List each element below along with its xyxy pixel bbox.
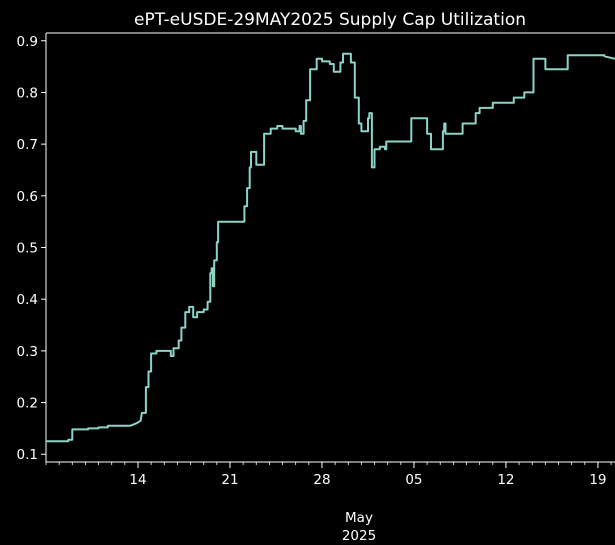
y-tick-label: 0.7 — [17, 137, 38, 153]
x-tick-label: 21 — [221, 472, 238, 488]
chart-axes: 0.1 0.2 0.3 0.4 0.5 0.6 0.7 0.8 0.9 14 21 28 05 12 19 — [17, 32, 615, 488]
series-line-utilization — [46, 52, 615, 443]
x-tick-label: 19 — [589, 472, 606, 488]
x-tick-label: 12 — [497, 472, 514, 488]
y-tick-label: 0.3 — [17, 344, 38, 360]
y-tick-label: 0.4 — [17, 292, 38, 308]
chart-title: ePT-eUSDE-29MAY2025 Supply Cap Utilizati… — [134, 10, 526, 30]
x-tick-label: 14 — [129, 472, 146, 488]
x-axis-month-label: May — [345, 510, 373, 526]
plot-area — [46, 52, 615, 443]
x-tick-label: 05 — [405, 472, 422, 488]
y-tick-label: 0.9 — [17, 34, 38, 50]
y-tick-label: 0.6 — [17, 189, 38, 205]
y-tick-label: 0.1 — [17, 447, 38, 463]
y-tick-label: 0.5 — [17, 241, 38, 257]
x-axis-year-label: 2025 — [342, 528, 376, 544]
x-tick-label: 28 — [313, 472, 330, 488]
y-tick-label: 0.8 — [17, 85, 38, 101]
y-tick-label: 0.2 — [17, 396, 38, 412]
